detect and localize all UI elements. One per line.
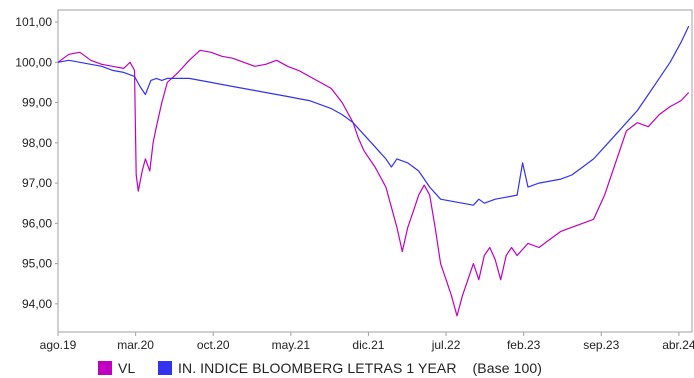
y-tick-label: 96,00 (22, 216, 52, 230)
series-layer (57, 25, 690, 317)
y-tick-label: 94,00 (22, 297, 52, 311)
series-line-vl (57, 49, 690, 317)
x-tick-label: jul.22 (431, 338, 461, 352)
legend-item-index: IN. INDICE BLOOMBERG LETRAS 1 YEAR (Base… (158, 360, 542, 376)
x-tick-label: sep.23 (583, 338, 619, 352)
legend-label-vl: VL (118, 360, 136, 376)
line-chart: 94,00 95,00 96,00 97,00 98,00 99,00 100,00 101,… (15, 9, 694, 352)
y-axis: 94,00 95,00 96,00 97,00 98,00 99,00 100,00 101,… (15, 15, 58, 311)
x-tick-label: oct.20 (197, 338, 230, 352)
x-tick-label: may.21 (272, 338, 311, 352)
x-tick-label: mar.20 (117, 338, 154, 352)
y-tick-label: 98,00 (22, 136, 52, 150)
x-tick-label: dic.21 (352, 338, 384, 352)
y-tick-label: 100,00 (15, 55, 52, 69)
x-axis: ago.19 mar.20 oct.20 may.21 dic.21 jul.22 feb.… (40, 332, 694, 352)
legend-swatch-index (158, 361, 172, 375)
series-line-index (57, 25, 690, 206)
legend-item-vl: VL (98, 360, 135, 376)
x-tick-label: abr.24 (662, 338, 694, 352)
x-tick-label: ago.19 (40, 338, 77, 352)
legend-label-index: IN. INDICE BLOOMBERG LETRAS 1 YEAR (Base… (178, 360, 542, 376)
plot-frame (57, 9, 693, 333)
x-tick-label: feb.23 (507, 338, 541, 352)
legend-swatch-vl (98, 361, 112, 375)
y-tick-label: 97,00 (22, 176, 52, 190)
y-tick-label: 99,00 (22, 96, 52, 110)
y-tick-label: 101,00 (15, 15, 52, 29)
y-tick-label: 95,00 (22, 257, 52, 271)
legend: VL IN. INDICE BLOOMBERG LETRAS 1 YEAR (B… (0, 358, 694, 378)
